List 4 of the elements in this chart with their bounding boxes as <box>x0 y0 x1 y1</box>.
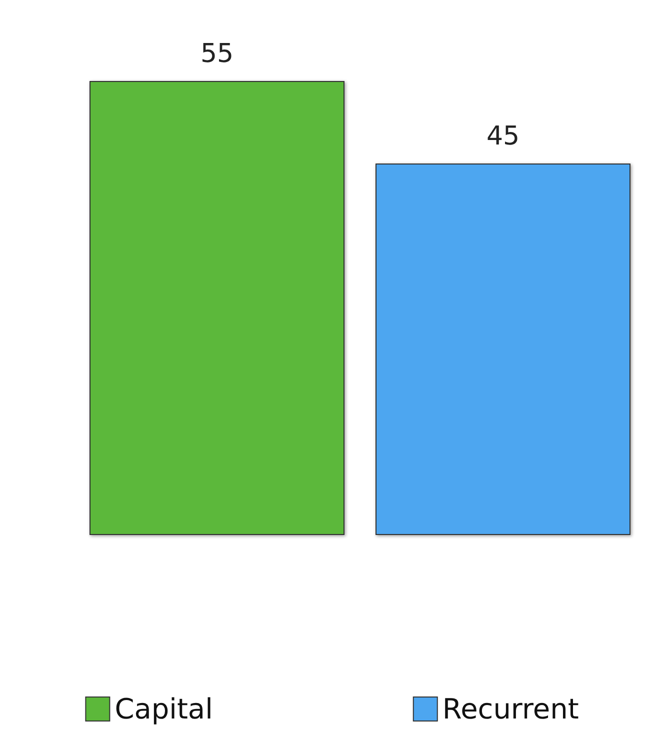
legend-label: Recurrent <box>442 692 579 726</box>
data-label: 45 <box>486 122 520 152</box>
legend-label: Capital <box>114 692 213 726</box>
data-label: 55 <box>200 39 234 69</box>
